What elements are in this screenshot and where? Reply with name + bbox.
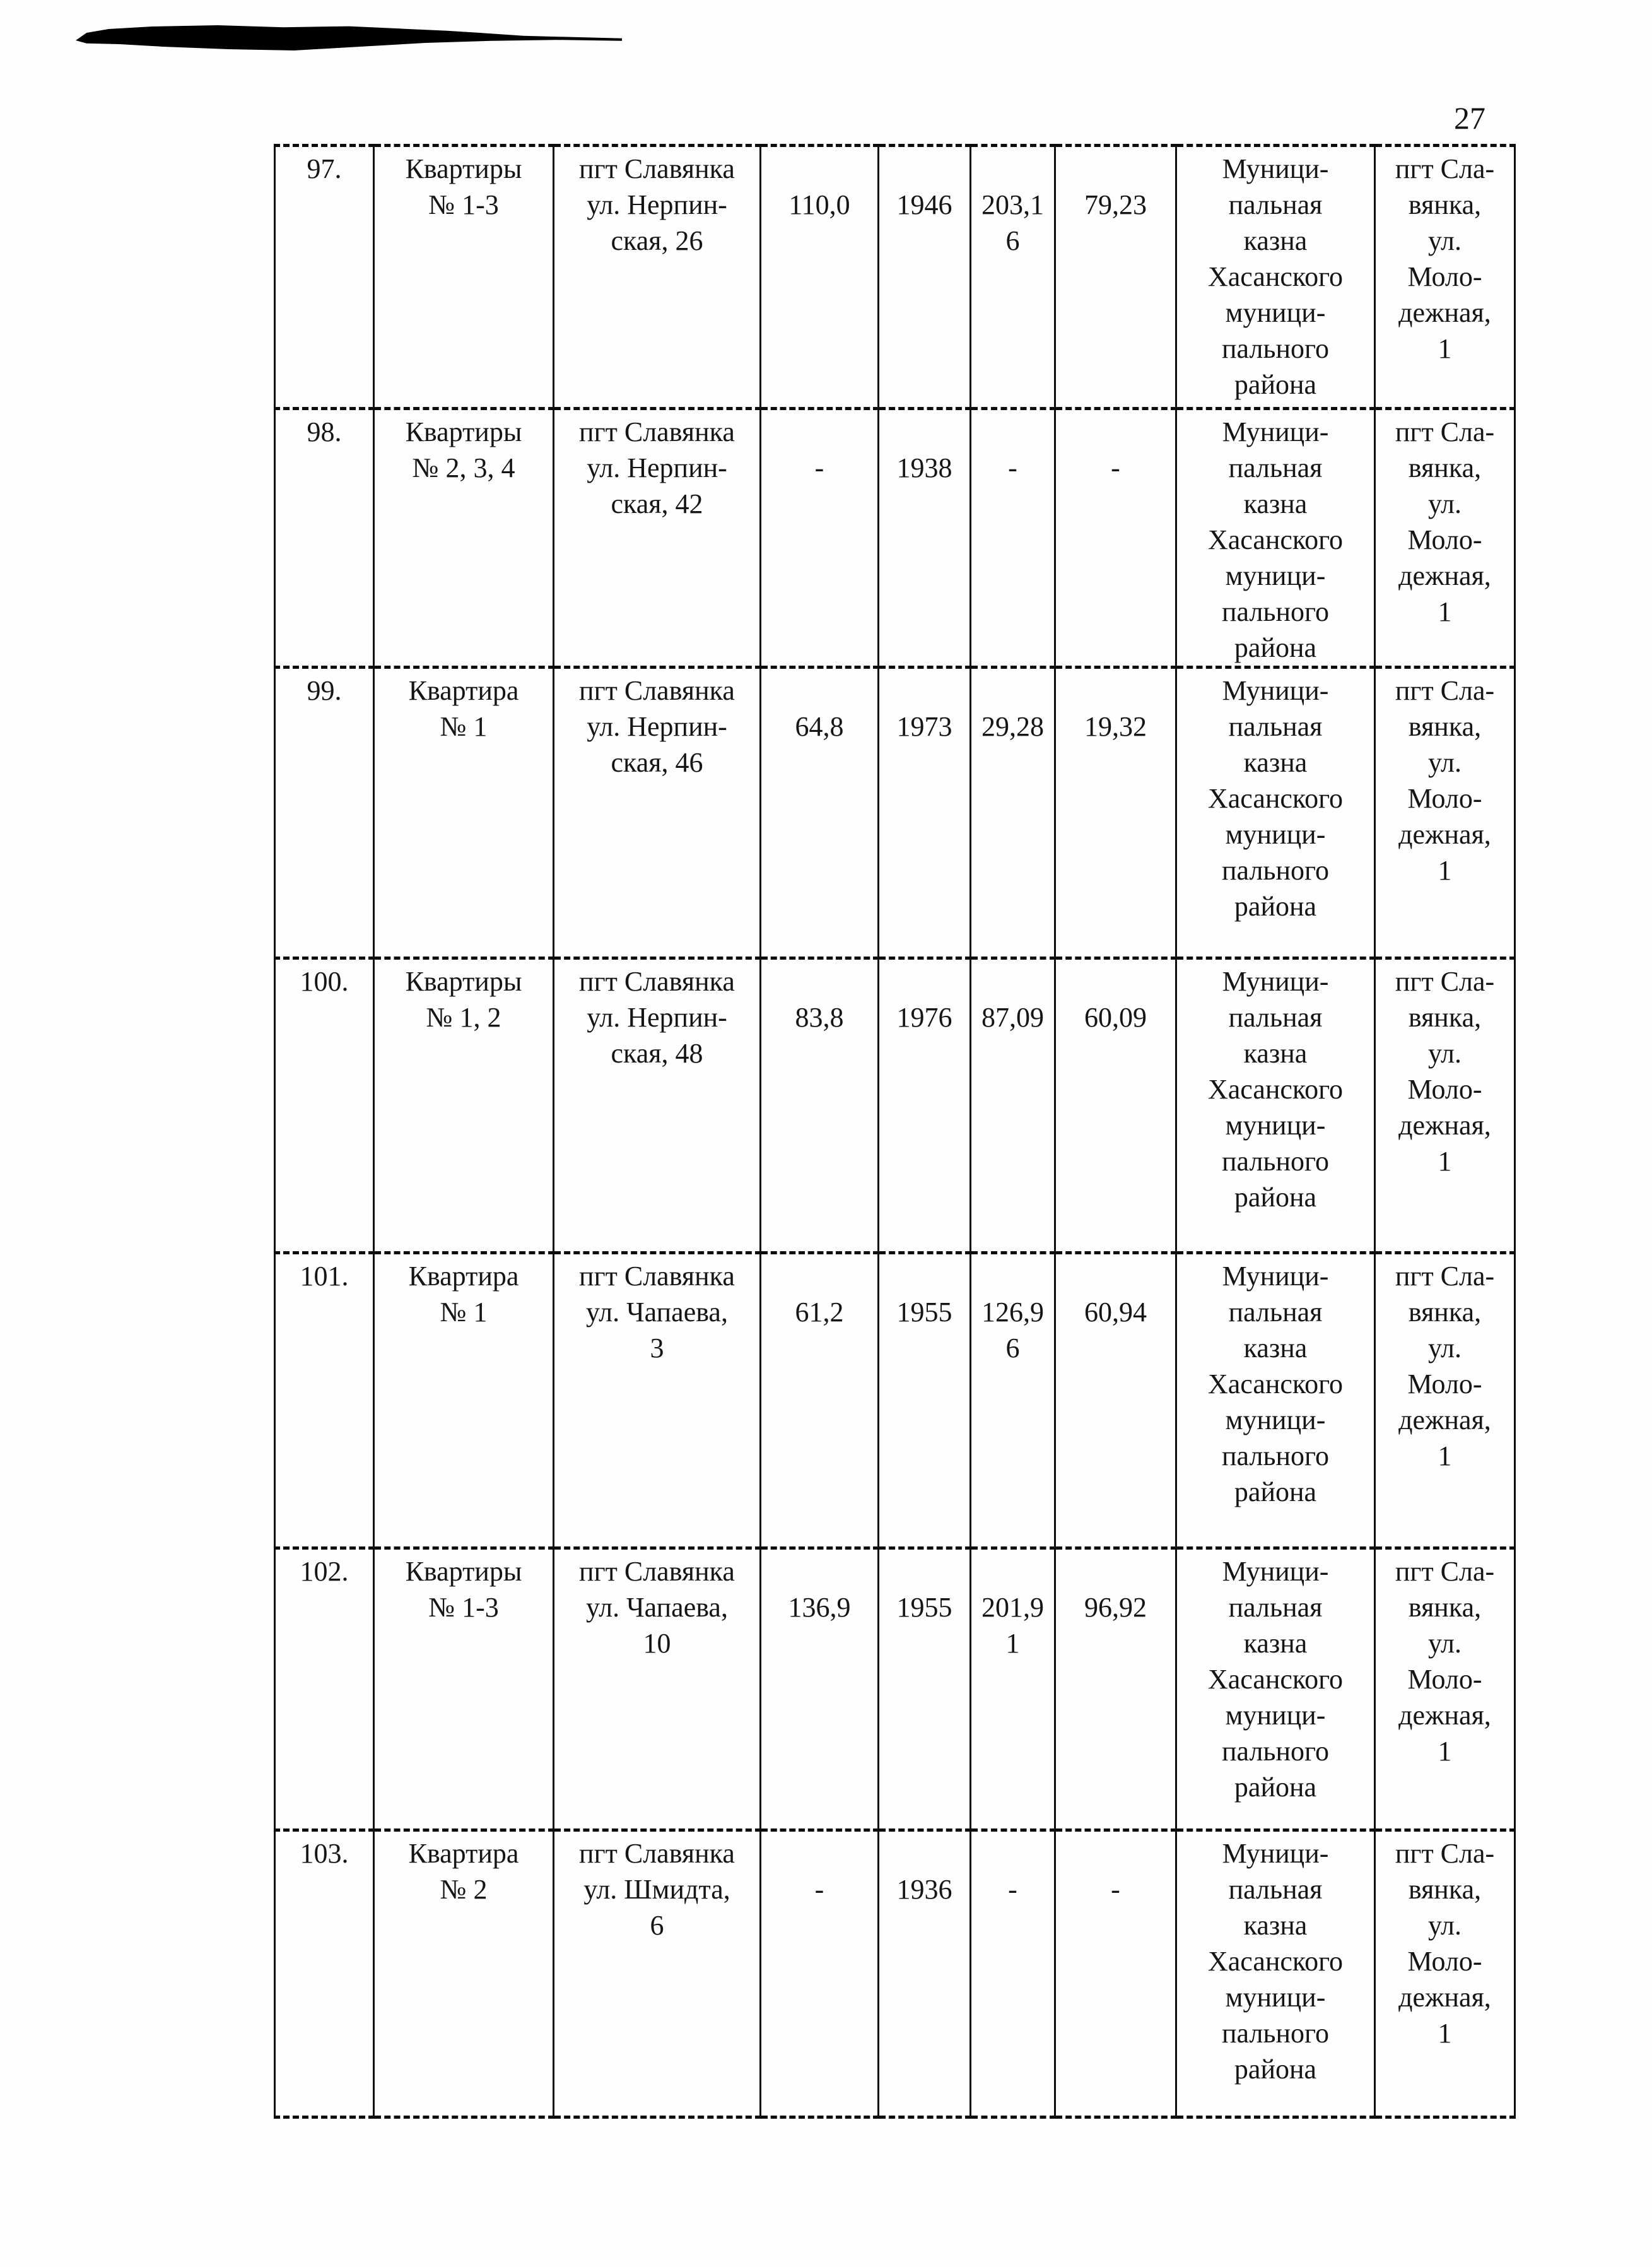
cell-user_address: пгт Сла- вянка, ул. Моло- дежная, 1: [1374, 407, 1516, 669]
cell-year: 1955: [877, 1251, 971, 1550]
cell-value_1: 87,09: [970, 957, 1056, 1254]
cell-value_1: 201,9 1: [970, 1546, 1056, 1832]
cell-value_1: 126,9 6: [970, 1251, 1056, 1550]
table-row: 98. Квартиры № 2, 3, 4 пгт Славянка ул. Не…: [274, 407, 1516, 669]
cell-value_1: -: [970, 1828, 1056, 2119]
table-body: 97. Квартиры № 1-3 пгт Славянка ул. Нерпин…: [274, 144, 1516, 2119]
cell-area: 110,0: [759, 144, 879, 410]
cell-value_1: 29,28: [970, 666, 1056, 960]
cell-user_address: пгт Сла- вянка, ул. Моло- дежная, 1: [1374, 144, 1516, 410]
cell-object_name: Квартиры № 2, 3, 4: [373, 407, 554, 669]
table-row: 101. Квартира № 1 пгт Славянка ул. Чапаева…: [274, 1251, 1516, 1550]
cell-area: 136,9: [759, 1546, 879, 1832]
cell-owner: Муници- пальная казна Хасанского муници-…: [1175, 1546, 1376, 1832]
table-row: 102. Квартиры № 1-3 пгт Славянка ул. Чапае…: [274, 1546, 1516, 1832]
cell-value_2: -: [1054, 407, 1177, 669]
cell-value_2: 96,92: [1054, 1546, 1177, 1832]
cell-object_name: Квартира № 2: [373, 1828, 554, 2119]
registry-table: 97. Квартиры № 1-3 пгт Славянка ул. Нерпин…: [274, 144, 1516, 2119]
cell-num: 100.: [274, 957, 375, 1254]
cell-owner: Муници- пальная казна Хасанского муници-…: [1175, 1251, 1376, 1550]
cell-value_2: 79,23: [1054, 144, 1177, 410]
cell-value_2: 60,94: [1054, 1251, 1177, 1550]
table-row: 99. Квартира № 1 пгт Славянка ул. Нерпин- …: [274, 666, 1516, 960]
cell-owner: Муници- пальная казна Хасанского муници-…: [1175, 957, 1376, 1254]
cell-area: -: [759, 1828, 879, 2119]
cell-area: 61,2: [759, 1251, 879, 1550]
cell-address: пгт Славянка ул. Нерпин- ская, 46: [553, 666, 761, 960]
cell-user_address: пгт Сла- вянка, ул. Моло- дежная, 1: [1374, 957, 1516, 1254]
cell-value_2: 19,32: [1054, 666, 1177, 960]
cell-object_name: Квартира № 1: [373, 666, 554, 960]
scan-artifact-smudge: [76, 25, 622, 50]
cell-value_2: -: [1054, 1828, 1177, 2119]
cell-user_address: пгт Сла- вянка, ул. Моло- дежная, 1: [1374, 1251, 1516, 1550]
cell-year: 1955: [877, 1546, 971, 1832]
cell-object_name: Квартиры № 1-3: [373, 1546, 554, 1832]
cell-owner: Муници- пальная казна Хасанского муници-…: [1175, 666, 1376, 960]
cell-user_address: пгт Сла- вянка, ул. Моло- дежная, 1: [1374, 1546, 1516, 1832]
cell-user_address: пгт Сла- вянка, ул. Моло- дежная, 1: [1374, 666, 1516, 960]
cell-year: 1938: [877, 407, 971, 669]
cell-num: 97.: [274, 144, 375, 410]
cell-area: -: [759, 407, 879, 669]
cell-address: пгт Славянка ул. Шмидта, 6: [553, 1828, 761, 2119]
table-row: 97. Квартиры № 1-3 пгт Славянка ул. Нерпин…: [274, 144, 1516, 410]
page-number: 27: [1454, 100, 1485, 136]
cell-object_name: Квартиры № 1-3: [373, 144, 554, 410]
cell-area: 64,8: [759, 666, 879, 960]
cell-num: 101.: [274, 1251, 375, 1550]
cell-num: 98.: [274, 407, 375, 669]
cell-year: 1973: [877, 666, 971, 960]
cell-year: 1936: [877, 1828, 971, 2119]
cell-year: 1946: [877, 144, 971, 410]
cell-num: 102.: [274, 1546, 375, 1832]
cell-address: пгт Славянка ул. Чапаева, 3: [553, 1251, 761, 1550]
cell-object_name: Квартиры № 1, 2: [373, 957, 554, 1254]
table-row: 103. Квартира № 2 пгт Славянка ул. Шмидта,…: [274, 1828, 1516, 2119]
cell-object_name: Квартира № 1: [373, 1251, 554, 1550]
cell-address: пгт Славянка ул. Нерпин- ская, 26: [553, 144, 761, 410]
cell-address: пгт Славянка ул. Нерпин- ская, 48: [553, 957, 761, 1254]
cell-owner: Муници- пальная казна Хасанского муници-…: [1175, 1828, 1376, 2119]
cell-value_1: 203,1 6: [970, 144, 1056, 410]
cell-address: пгт Славянка ул. Нерпин- ская, 42: [553, 407, 761, 669]
cell-area: 83,8: [759, 957, 879, 1254]
cell-user_address: пгт Сла- вянка, ул. Моло- дежная, 1: [1374, 1828, 1516, 2119]
table-row: 100. Квартиры № 1, 2 пгт Славянка ул. Нерп…: [274, 957, 1516, 1254]
cell-owner: Муници- пальная казна Хасанского муници-…: [1175, 144, 1376, 410]
cell-num: 103.: [274, 1828, 375, 2119]
cell-address: пгт Славянка ул. Чапаева, 10: [553, 1546, 761, 1832]
cell-year: 1976: [877, 957, 971, 1254]
cell-value_1: -: [970, 407, 1056, 669]
cell-owner: Муници- пальная казна Хасанского муници-…: [1175, 407, 1376, 669]
cell-num: 99.: [274, 666, 375, 960]
cell-value_2: 60,09: [1054, 957, 1177, 1254]
